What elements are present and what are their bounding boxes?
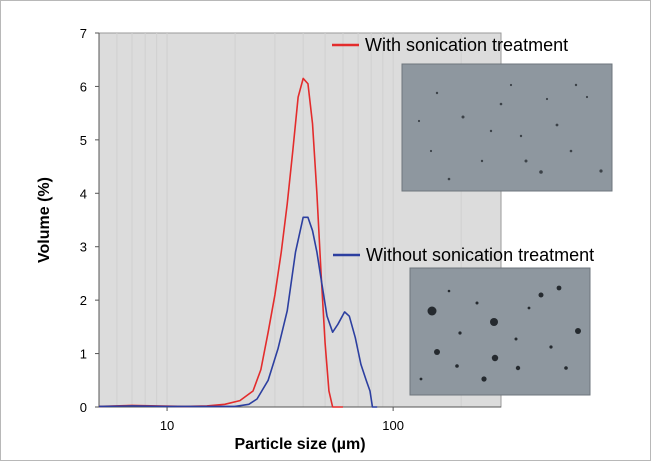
y-tick-labels: 0 1 2 3 4 5 6 7 [80, 26, 99, 415]
y-tick-label: 7 [80, 26, 87, 41]
y-tick-label: 6 [80, 79, 87, 94]
y-axis-title: Volume (%) [36, 177, 53, 263]
y-tick-label: 0 [80, 400, 87, 415]
gridlines [116, 33, 462, 407]
series-lines [98, 77, 378, 408]
legend-label-with-sonication: With sonication treatment [365, 35, 568, 55]
y-tick-label: 1 [80, 347, 87, 362]
y-tick-label: 2 [80, 293, 87, 308]
x-tick-label: 100 [382, 418, 404, 433]
y-tick-label: 3 [80, 240, 87, 255]
legend: With sonication treatment Without sonica… [332, 35, 594, 265]
series-line-without-sonication [98, 216, 378, 408]
micrograph-without-sonication [409, 267, 591, 396]
x-tick-label: 10 [160, 418, 174, 433]
x-axis-title: Particle size (µm) [234, 436, 365, 453]
y-tick-label: 5 [80, 133, 87, 148]
micrograph-with-sonication [401, 63, 613, 192]
legend-label-without-sonication: Without sonication treatment [366, 245, 594, 265]
y-tick-label: 4 [80, 186, 87, 201]
x-tick-labels: 10 100 [160, 407, 404, 433]
